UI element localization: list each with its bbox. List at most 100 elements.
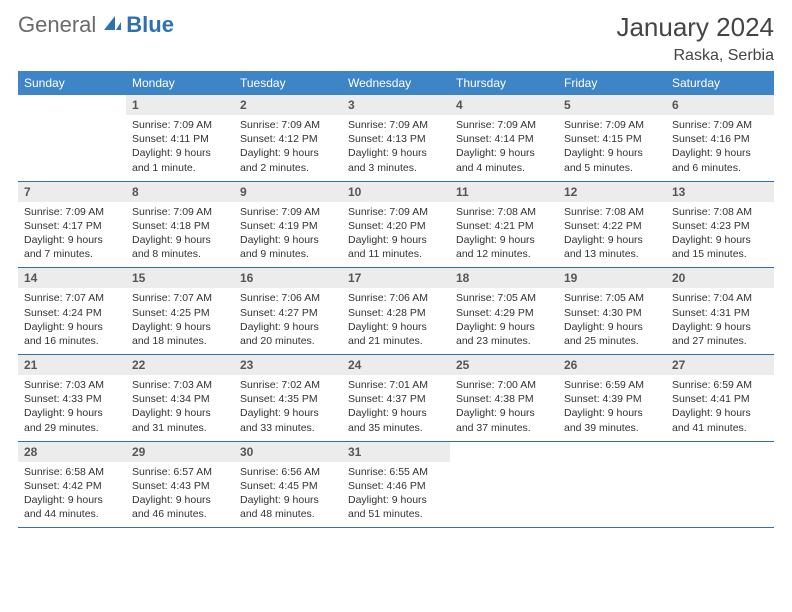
day-body: Sunrise: 7:02 AMSunset: 4:35 PMDaylight:… xyxy=(234,375,342,441)
day-body: Sunrise: 7:07 AMSunset: 4:25 PMDaylight:… xyxy=(126,288,234,354)
calendar-day-cell: 18Sunrise: 7:05 AMSunset: 4:29 PMDayligh… xyxy=(450,268,558,355)
calendar-week-row: 7Sunrise: 7:09 AMSunset: 4:17 PMDaylight… xyxy=(18,181,774,268)
day-body: Sunrise: 7:01 AMSunset: 4:37 PMDaylight:… xyxy=(342,375,450,441)
calendar-day-cell: 31Sunrise: 6:55 AMSunset: 4:46 PMDayligh… xyxy=(342,441,450,528)
day-body: Sunrise: 7:06 AMSunset: 4:27 PMDaylight:… xyxy=(234,288,342,354)
day-number: 1 xyxy=(126,95,234,115)
location-label: Raska, Serbia xyxy=(616,47,774,65)
day-body: Sunrise: 7:09 AMSunset: 4:14 PMDaylight:… xyxy=(450,115,558,181)
calendar-day-cell: 15Sunrise: 7:07 AMSunset: 4:25 PMDayligh… xyxy=(126,268,234,355)
day-body: Sunrise: 6:59 AMSunset: 4:39 PMDaylight:… xyxy=(558,375,666,441)
calendar-day-cell: 17Sunrise: 7:06 AMSunset: 4:28 PMDayligh… xyxy=(342,268,450,355)
day-body: Sunrise: 7:05 AMSunset: 4:29 PMDaylight:… xyxy=(450,288,558,354)
day-number: 17 xyxy=(342,268,450,288)
calendar-day-cell: 16Sunrise: 7:06 AMSunset: 4:27 PMDayligh… xyxy=(234,268,342,355)
calendar-table: SundayMondayTuesdayWednesdayThursdayFrid… xyxy=(18,71,774,528)
day-number: 29 xyxy=(126,442,234,462)
day-number: 24 xyxy=(342,355,450,375)
day-body: Sunrise: 7:09 AMSunset: 4:15 PMDaylight:… xyxy=(558,115,666,181)
calendar-week-row: 21Sunrise: 7:03 AMSunset: 4:33 PMDayligh… xyxy=(18,355,774,442)
day-body: Sunrise: 7:06 AMSunset: 4:28 PMDaylight:… xyxy=(342,288,450,354)
calendar-day-cell xyxy=(666,441,774,528)
calendar-day-cell: 8Sunrise: 7:09 AMSunset: 4:18 PMDaylight… xyxy=(126,181,234,268)
calendar-day-cell: 2Sunrise: 7:09 AMSunset: 4:12 PMDaylight… xyxy=(234,95,342,181)
day-number: 5 xyxy=(558,95,666,115)
day-body: Sunrise: 7:03 AMSunset: 4:33 PMDaylight:… xyxy=(18,375,126,441)
day-body: Sunrise: 7:09 AMSunset: 4:13 PMDaylight:… xyxy=(342,115,450,181)
calendar-day-cell: 14Sunrise: 7:07 AMSunset: 4:24 PMDayligh… xyxy=(18,268,126,355)
weekday-header: Saturday xyxy=(666,71,774,95)
day-number: 14 xyxy=(18,268,126,288)
day-body: Sunrise: 6:58 AMSunset: 4:42 PMDaylight:… xyxy=(18,462,126,528)
title-block: January 2024 Raska, Serbia xyxy=(616,12,774,65)
day-body: Sunrise: 6:57 AMSunset: 4:43 PMDaylight:… xyxy=(126,462,234,528)
weekday-header: Thursday xyxy=(450,71,558,95)
day-body xyxy=(666,462,774,520)
calendar-week-row: 14Sunrise: 7:07 AMSunset: 4:24 PMDayligh… xyxy=(18,268,774,355)
day-number: 6 xyxy=(666,95,774,115)
day-number: 7 xyxy=(18,182,126,202)
weekday-header: Sunday xyxy=(18,71,126,95)
day-number xyxy=(18,95,126,115)
day-body: Sunrise: 7:09 AMSunset: 4:11 PMDaylight:… xyxy=(126,115,234,181)
calendar-day-cell: 13Sunrise: 7:08 AMSunset: 4:23 PMDayligh… xyxy=(666,181,774,268)
calendar-day-cell: 30Sunrise: 6:56 AMSunset: 4:45 PMDayligh… xyxy=(234,441,342,528)
calendar-day-cell: 10Sunrise: 7:09 AMSunset: 4:20 PMDayligh… xyxy=(342,181,450,268)
day-number: 30 xyxy=(234,442,342,462)
calendar-day-cell: 6Sunrise: 7:09 AMSunset: 4:16 PMDaylight… xyxy=(666,95,774,181)
logo-text-general: General xyxy=(18,12,96,38)
day-number: 9 xyxy=(234,182,342,202)
calendar-day-cell: 28Sunrise: 6:58 AMSunset: 4:42 PMDayligh… xyxy=(18,441,126,528)
weekday-header: Monday xyxy=(126,71,234,95)
calendar-day-cell: 19Sunrise: 7:05 AMSunset: 4:30 PMDayligh… xyxy=(558,268,666,355)
day-number: 31 xyxy=(342,442,450,462)
day-number: 25 xyxy=(450,355,558,375)
day-body: Sunrise: 7:08 AMSunset: 4:22 PMDaylight:… xyxy=(558,202,666,268)
day-number: 3 xyxy=(342,95,450,115)
day-body: Sunrise: 7:07 AMSunset: 4:24 PMDaylight:… xyxy=(18,288,126,354)
calendar-day-cell: 26Sunrise: 6:59 AMSunset: 4:39 PMDayligh… xyxy=(558,355,666,442)
calendar-day-cell: 21Sunrise: 7:03 AMSunset: 4:33 PMDayligh… xyxy=(18,355,126,442)
day-number: 26 xyxy=(558,355,666,375)
day-number: 27 xyxy=(666,355,774,375)
day-body xyxy=(450,462,558,520)
weekday-row: SundayMondayTuesdayWednesdayThursdayFrid… xyxy=(18,71,774,95)
logo: General Blue xyxy=(18,12,174,38)
day-number: 13 xyxy=(666,182,774,202)
calendar-day-cell: 22Sunrise: 7:03 AMSunset: 4:34 PMDayligh… xyxy=(126,355,234,442)
weekday-header: Friday xyxy=(558,71,666,95)
calendar-day-cell: 9Sunrise: 7:09 AMSunset: 4:19 PMDaylight… xyxy=(234,181,342,268)
day-body xyxy=(558,462,666,520)
calendar-day-cell: 1Sunrise: 7:09 AMSunset: 4:11 PMDaylight… xyxy=(126,95,234,181)
day-body xyxy=(18,115,126,173)
day-body: Sunrise: 6:59 AMSunset: 4:41 PMDaylight:… xyxy=(666,375,774,441)
day-body: Sunrise: 7:09 AMSunset: 4:12 PMDaylight:… xyxy=(234,115,342,181)
day-number: 11 xyxy=(450,182,558,202)
day-body: Sunrise: 7:08 AMSunset: 4:23 PMDaylight:… xyxy=(666,202,774,268)
day-number: 8 xyxy=(126,182,234,202)
day-number: 12 xyxy=(558,182,666,202)
logo-text-blue: Blue xyxy=(126,12,174,38)
day-number xyxy=(558,442,666,462)
day-body: Sunrise: 6:55 AMSunset: 4:46 PMDaylight:… xyxy=(342,462,450,528)
calendar-day-cell: 23Sunrise: 7:02 AMSunset: 4:35 PMDayligh… xyxy=(234,355,342,442)
day-number xyxy=(450,442,558,462)
calendar-day-cell: 12Sunrise: 7:08 AMSunset: 4:22 PMDayligh… xyxy=(558,181,666,268)
day-number: 16 xyxy=(234,268,342,288)
calendar-day-cell: 27Sunrise: 6:59 AMSunset: 4:41 PMDayligh… xyxy=(666,355,774,442)
calendar-body: 1Sunrise: 7:09 AMSunset: 4:11 PMDaylight… xyxy=(18,95,774,528)
day-body: Sunrise: 7:08 AMSunset: 4:21 PMDaylight:… xyxy=(450,202,558,268)
calendar-day-cell: 24Sunrise: 7:01 AMSunset: 4:37 PMDayligh… xyxy=(342,355,450,442)
day-number: 10 xyxy=(342,182,450,202)
day-number xyxy=(666,442,774,462)
weekday-header: Wednesday xyxy=(342,71,450,95)
calendar-day-cell: 3Sunrise: 7:09 AMSunset: 4:13 PMDaylight… xyxy=(342,95,450,181)
day-number: 20 xyxy=(666,268,774,288)
day-body: Sunrise: 7:05 AMSunset: 4:30 PMDaylight:… xyxy=(558,288,666,354)
calendar-day-cell xyxy=(558,441,666,528)
weekday-header: Tuesday xyxy=(234,71,342,95)
day-number: 21 xyxy=(18,355,126,375)
day-body: Sunrise: 7:04 AMSunset: 4:31 PMDaylight:… xyxy=(666,288,774,354)
header: General Blue January 2024 Raska, Serbia xyxy=(18,12,774,65)
day-body: Sunrise: 7:09 AMSunset: 4:16 PMDaylight:… xyxy=(666,115,774,181)
